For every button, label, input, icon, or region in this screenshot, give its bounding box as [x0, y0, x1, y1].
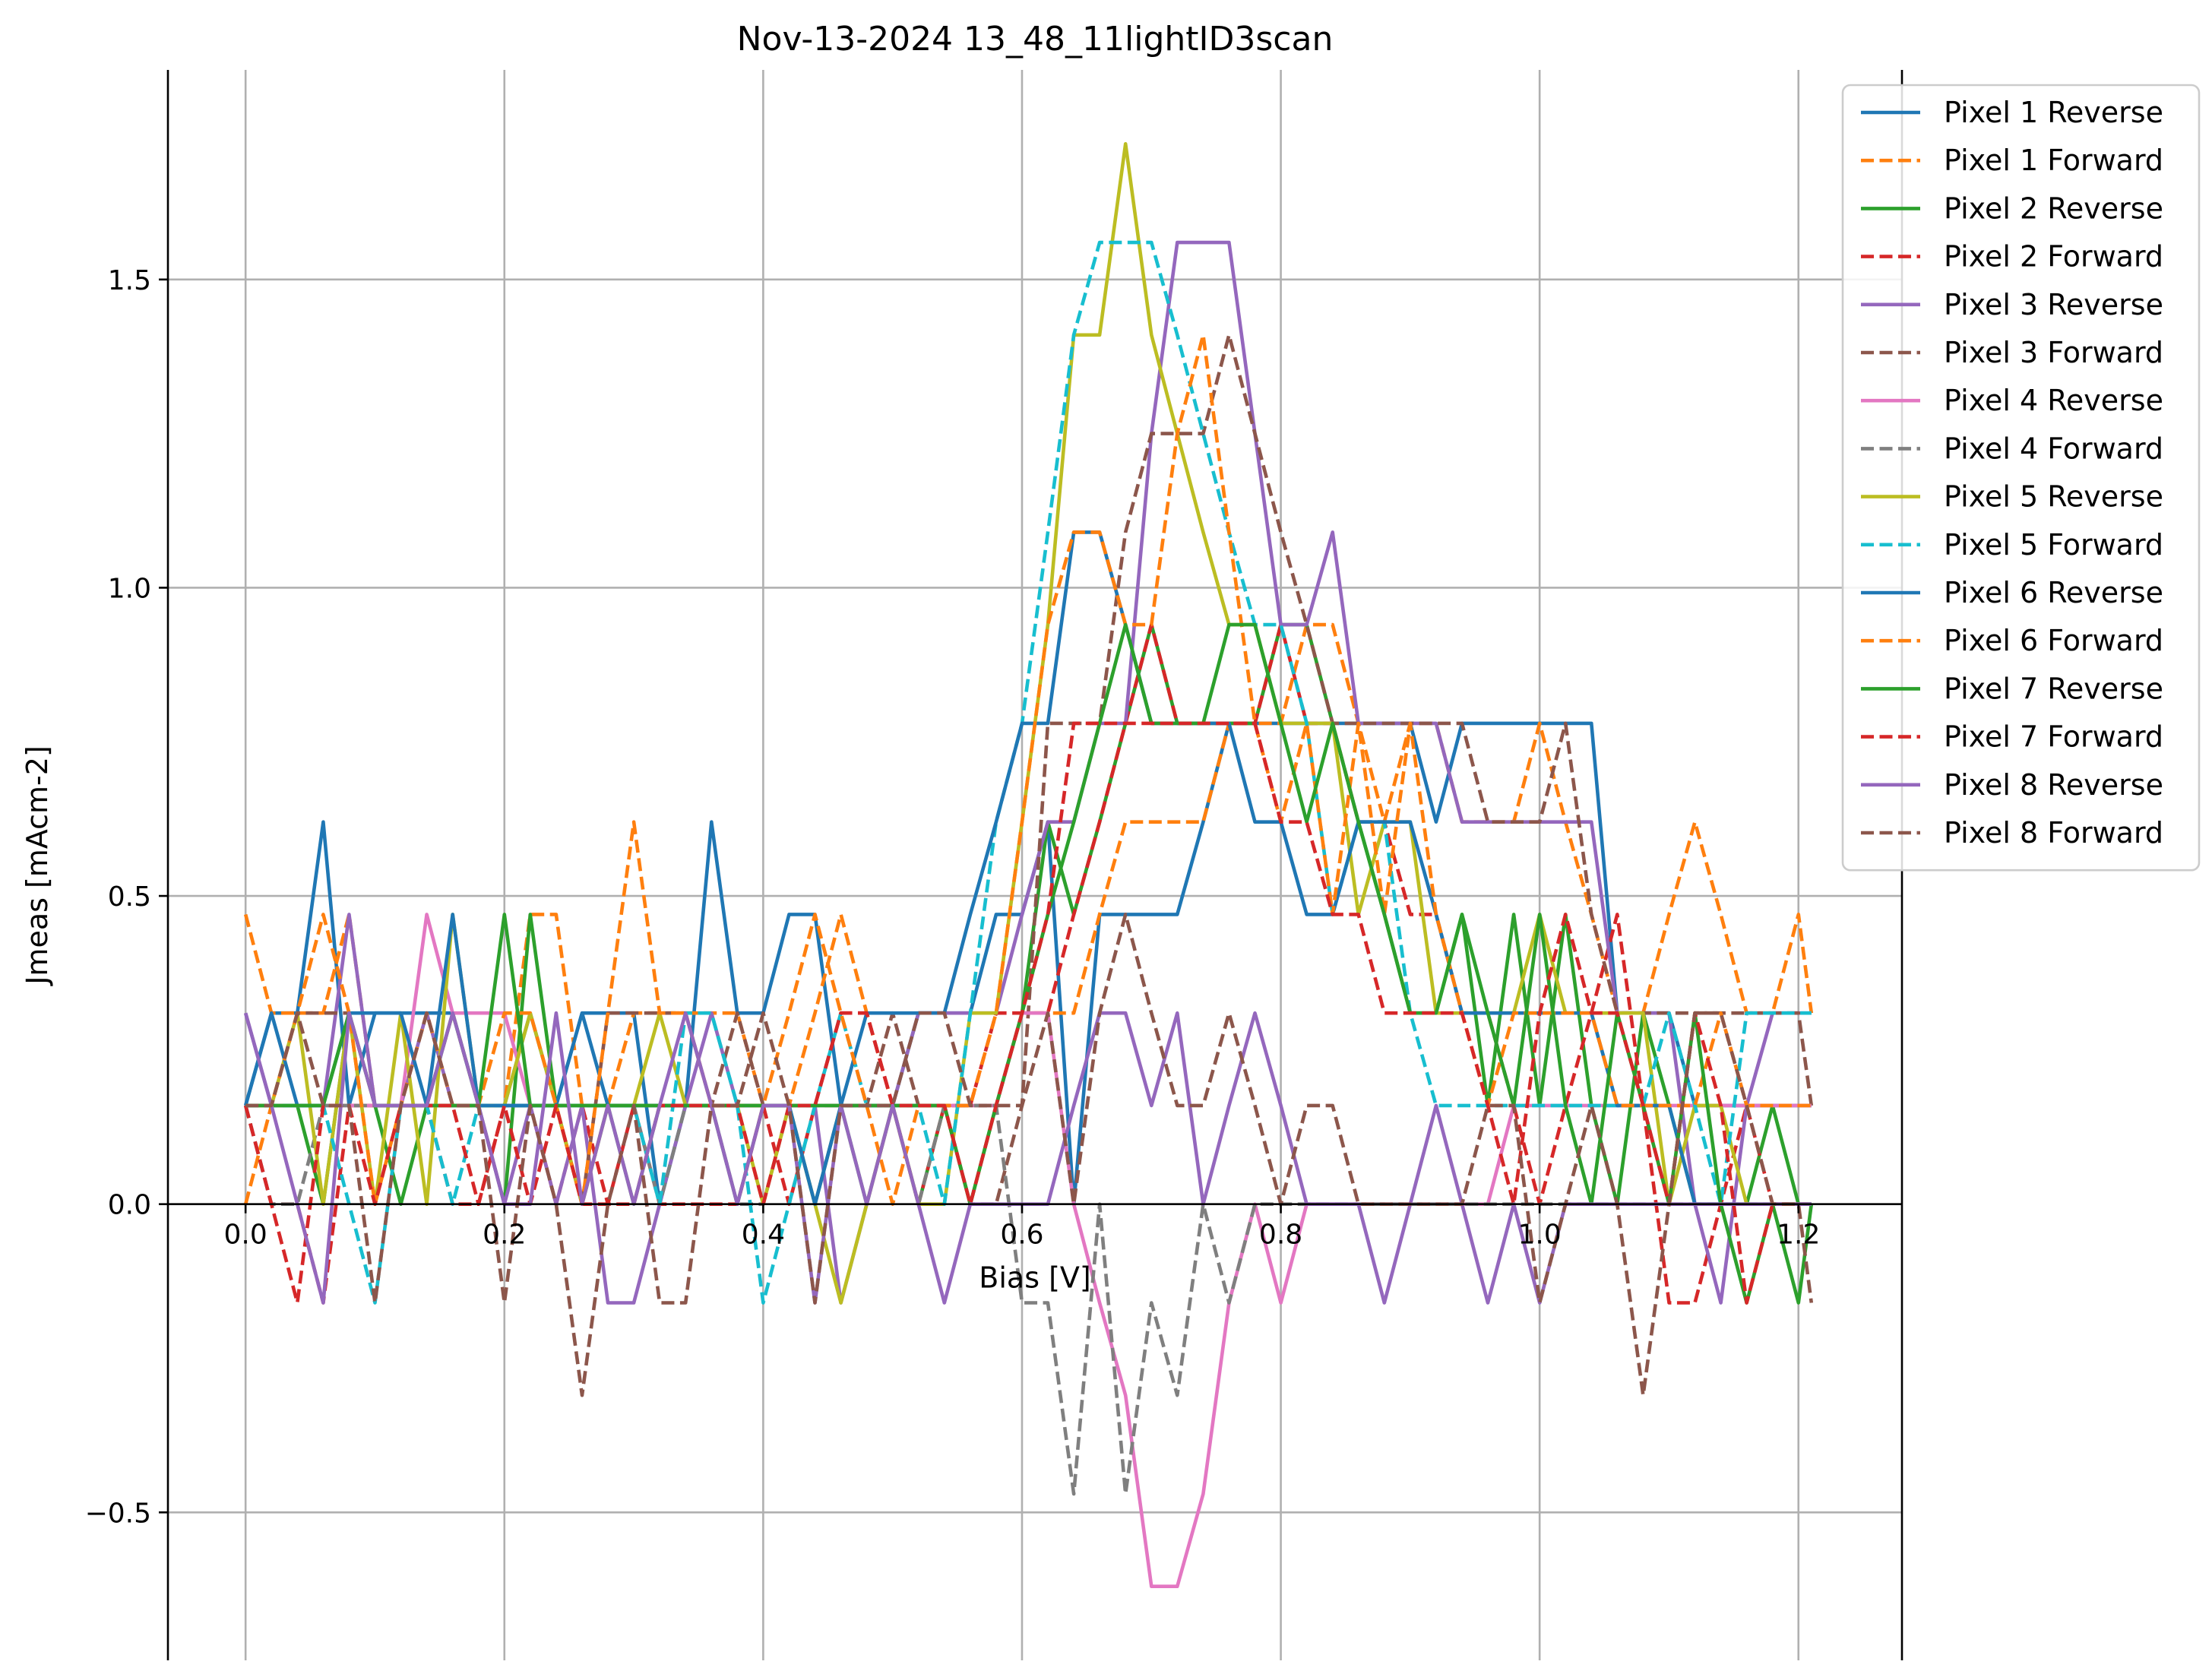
- y-tick-label: 1.0: [108, 573, 151, 604]
- legend-entry: Pixel 3 Reverse: [1944, 288, 2163, 321]
- legend-entry: Pixel 6 Forward: [1944, 624, 2163, 657]
- legend-entry: Pixel 5 Forward: [1944, 528, 2163, 562]
- x-axis-label: Bias [V]: [979, 1261, 1090, 1295]
- legend-entry: Pixel 6 Reverse: [1944, 576, 2163, 609]
- series-line-5: [243, 240, 1812, 1305]
- series-line-16: [245, 913, 1814, 1397]
- legend-entry: Pixel 5 Reverse: [1944, 480, 2163, 514]
- legend-entry: Pixel 8 Reverse: [1944, 768, 2163, 802]
- legend-entry: Pixel 7 Forward: [1944, 720, 2163, 754]
- legend-entry: Pixel 4 Forward: [1944, 432, 2163, 465]
- x-tick-label: 1.2: [1777, 1220, 1820, 1251]
- x-tick-label: 0.8: [1259, 1220, 1302, 1251]
- x-tick-label: 1.0: [1518, 1220, 1562, 1251]
- series-line-10: [245, 240, 1812, 1305]
- y-tick-label: −0.5: [85, 1498, 151, 1529]
- legend: Pixel 1 Reverse Pixel 1 Forward Pixel 2 Re…: [1841, 84, 2201, 872]
- legend-entry: Pixel 8 Forward: [1944, 816, 2163, 850]
- legend-entry: Pixel 2 Forward: [1944, 240, 2163, 274]
- legend-entry: Pixel 7 Reverse: [1944, 672, 2163, 705]
- x-tick-label: 0.0: [224, 1220, 267, 1251]
- y-tick-label: 0.0: [108, 1190, 151, 1221]
- legend-entry: Pixel 2 Reverse: [1944, 191, 2163, 225]
- legend-entry: Pixel 1 Forward: [1944, 144, 2163, 177]
- legend-box: [1841, 84, 2201, 872]
- y-tick-label: 0.5: [108, 881, 151, 913]
- y-axis-label: Jmeas [mAcm-2]: [21, 745, 54, 986]
- x-tick-label: 0.2: [483, 1220, 526, 1251]
- legend-entry: Pixel 1 Reverse: [1944, 96, 2163, 129]
- x-tick-label: 0.4: [742, 1220, 785, 1251]
- y-tick-label: 1.5: [108, 265, 151, 296]
- legend-entry: Pixel 4 Reverse: [1944, 384, 2163, 417]
- chart-title: Nov-13-2024 13_48_11lightID3scan: [737, 20, 1334, 59]
- series-layer: [243, 142, 1814, 1588]
- ticks: 0.0 0.2 0.4 0.6 0.8 1.0 1.2 −0.5 0.0 0.5 1.0 1.5: [85, 265, 1821, 1529]
- series-line-12: [243, 333, 1812, 1206]
- x-tick-label: 0.6: [1000, 1220, 1043, 1251]
- series-line-14: [243, 721, 1812, 1305]
- legend-entry: Pixel 3 Forward: [1944, 336, 2163, 369]
